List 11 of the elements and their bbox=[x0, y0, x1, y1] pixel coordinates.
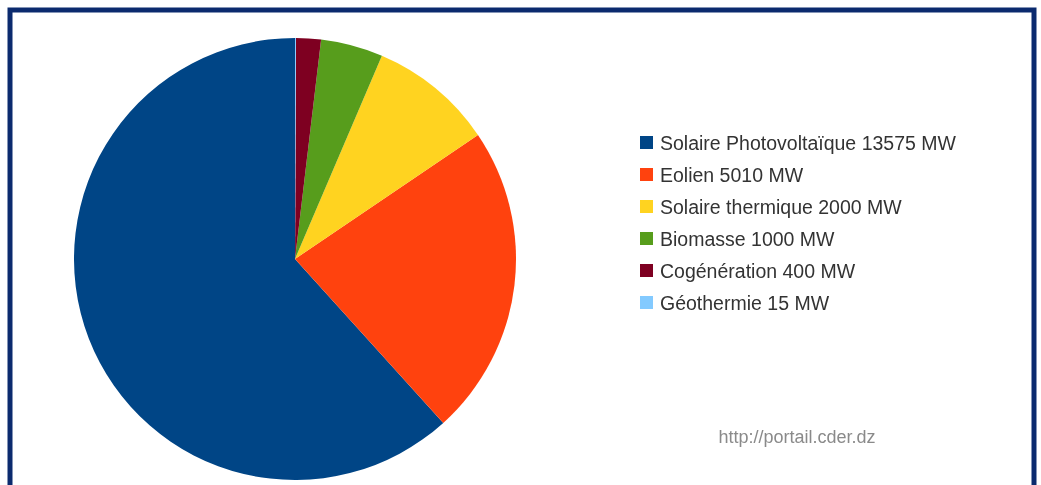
legend-label: Géothermie 15 MW bbox=[660, 291, 830, 314]
legend-label: Solaire Photovoltaïque 13575 MW bbox=[660, 131, 957, 154]
legend-label: Biomasse 1000 MW bbox=[660, 227, 836, 250]
pie-slice bbox=[74, 38, 444, 480]
legend-label: Solaire thermique 2000 MW bbox=[660, 195, 903, 218]
pie-slice bbox=[295, 135, 516, 423]
pie-slice bbox=[295, 39, 382, 259]
legend-label: Cogénération 400 MW bbox=[660, 259, 856, 282]
pie-slice bbox=[295, 55, 478, 259]
legend-label: Eolien 5010 MW bbox=[660, 163, 804, 186]
text: http://portail.cder.dz bbox=[718, 427, 876, 448]
